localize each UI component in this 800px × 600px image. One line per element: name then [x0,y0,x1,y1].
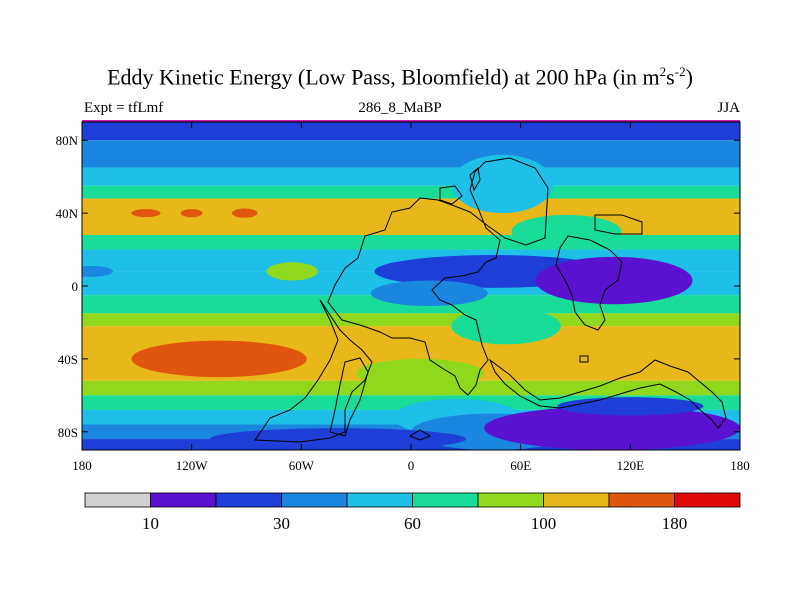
lat-band [82,380,740,396]
x-tick-label: 120W [176,458,209,473]
x-tick-label: 180 [730,458,750,473]
colorbar-label: 10 [142,514,159,533]
field-patch [180,209,203,218]
coastline-path [469,167,481,192]
colorbar-label: 30 [273,514,290,533]
experiment-label: Expt = tfLmf [84,100,164,116]
field-patch [356,358,485,389]
coastline-path [254,299,373,443]
y-tick-label: 80S [58,425,78,440]
colorbar-box [674,492,741,508]
lat-band [82,198,740,235]
x-tick-label: 180 [72,458,92,473]
chart-title: Eddy Kinetic Energy (Low Pass, Bloomfiel… [0,64,800,90]
colorbar-box [608,492,675,508]
y-axis: 80N 40N 0 40S 80S [56,133,740,440]
field-patch [370,280,488,307]
case-label: 286_8_MaBP [358,100,442,116]
coastline-path [329,357,369,437]
lat-band [82,167,740,186]
field-patch [451,307,561,345]
title-units-end: ) [685,64,693,90]
colorbar-box [150,492,217,508]
lat-band [82,313,740,327]
field-patch [82,265,114,277]
colorbar-box [215,492,282,508]
field-patch [131,340,307,378]
field-patch [451,154,554,214]
coastline-path [488,358,727,429]
colorbar-box [412,492,479,508]
contour-field [82,122,740,450]
field-patch [266,262,318,281]
field-patch [557,397,704,416]
y-tick-label: 40N [56,206,79,221]
title-units-mid: s [666,64,675,90]
colorbar: 10 30 60 100 180 [84,492,741,533]
x-tick-label: 60W [289,458,315,473]
field-patch [535,256,693,305]
coastline-path [408,429,432,441]
y-tick-label: 80N [56,133,79,148]
field-patch [209,428,466,450]
title-units-sup1: 2 [659,64,667,79]
coastline-path [439,185,463,205]
x-tick-label: 60E [510,458,531,473]
colorbar-label: 60 [404,514,421,533]
colorbar-box [477,492,544,508]
colorbar-box [281,492,348,508]
lat-band [82,122,740,141]
x-tick-label: 0 [408,458,415,473]
coastline-path [555,235,623,331]
field-patch [131,209,161,218]
colorbar-label: 180 [662,514,688,533]
field-patch [511,214,622,248]
coastline-path [327,157,549,396]
y-tick-label: 40S [58,352,78,367]
coastline-path [594,214,643,235]
title-text: Eddy Kinetic Energy (Low Pass, Bloomfiel… [107,64,660,90]
x-tick-label: 120E [617,458,645,473]
season-label: JJA [717,100,740,116]
coastline-path [579,355,589,363]
colorbar-box [346,492,413,508]
x-axis: 180 120W 60W 0 60E 120E 180 [72,122,750,473]
colorbar-box [84,492,151,508]
coastline-outline [254,157,727,443]
y-tick-label: 0 [72,279,79,294]
colorbar-label: 100 [531,514,557,533]
title-units-sup2: -2 [674,64,686,79]
lat-band [82,185,740,199]
lat-band [82,140,740,168]
colorbar-box [543,492,610,508]
lat-band [82,234,740,250]
field-patch [484,406,740,450]
field-patch [231,208,258,218]
